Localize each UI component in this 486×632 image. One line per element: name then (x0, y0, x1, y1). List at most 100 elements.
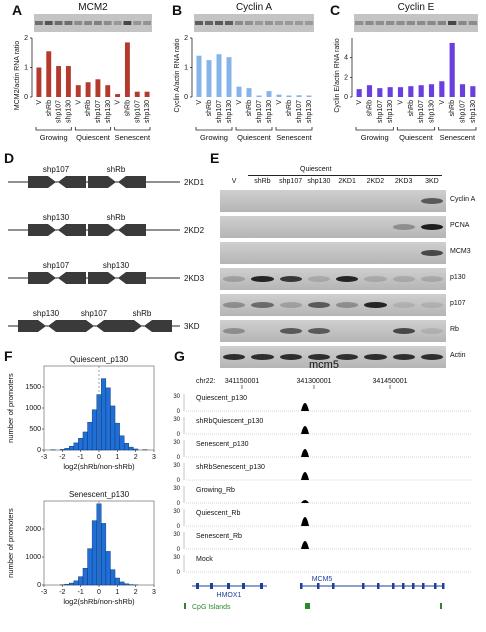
blot-band (421, 302, 443, 308)
exon (242, 583, 245, 589)
blot-band (336, 276, 358, 282)
lane-label: shRb (248, 178, 276, 185)
category-label: shp130 (306, 100, 313, 123)
bar (287, 96, 292, 97)
bar (197, 56, 202, 97)
chart-title: Cyclin A (236, 2, 272, 13)
blot-band (305, 21, 313, 25)
y-tick-label: 1000 (25, 405, 41, 412)
construct-name: 2KD3 (184, 274, 205, 283)
y-tick-label: 0 (37, 582, 41, 589)
track-axis-bottom: 0 (177, 570, 181, 576)
category-label: V (236, 100, 243, 105)
category-label: shp107 (296, 100, 303, 123)
y-tick-label: 1500 (25, 384, 41, 391)
bar (247, 88, 252, 97)
category-label: shp107 (460, 100, 467, 123)
blot-band (469, 21, 477, 25)
histogram-bar (74, 443, 79, 450)
x-tick-label: -1 (78, 589, 84, 596)
chip-peak (301, 472, 309, 480)
x-tick-label: 0 (97, 454, 101, 461)
blot-band (251, 302, 273, 308)
track-axis-top: 30 (173, 509, 180, 515)
category-label: shRb (286, 100, 293, 116)
chart-title: MCM2 (78, 2, 108, 13)
hairpin-arrow-left (118, 176, 146, 188)
group-label: Senescent (440, 133, 476, 142)
lane-label: 2KD1 (333, 178, 361, 185)
bar (237, 87, 242, 97)
category-label: shp130 (470, 100, 477, 123)
blot-band (448, 21, 456, 25)
group-label: Senescent (276, 133, 312, 142)
blot-band (133, 21, 141, 25)
bar (207, 60, 212, 97)
hairpin-arrow-right (114, 320, 142, 332)
group-bracket (356, 127, 393, 130)
histogram-bar (78, 438, 83, 450)
histogram-bar (83, 568, 88, 585)
blot-band (421, 224, 443, 230)
blot-band (393, 276, 415, 282)
group-bracket (115, 127, 150, 130)
blot-band (275, 21, 283, 25)
bar (115, 94, 120, 97)
hairpin-label: shp107 (43, 261, 70, 270)
histogram-bar (110, 570, 115, 585)
blot-band (421, 328, 443, 334)
group-label: Quiescent (399, 133, 434, 142)
bar (36, 68, 41, 98)
blot-band (336, 302, 358, 308)
blot-band (143, 21, 151, 25)
bar (145, 92, 150, 97)
construct-name: 2KD1 (184, 178, 205, 187)
bar (257, 96, 262, 97)
group-label: Growing (200, 133, 228, 142)
y-tick-label: 1000 (25, 554, 41, 561)
x-tick-label: 1 (115, 454, 119, 461)
histogram-bar (65, 584, 70, 585)
x-tick-label: 1 (115, 589, 119, 596)
track-label: Growing_Rb (196, 487, 235, 494)
histogram-bar (101, 523, 106, 585)
bar (419, 85, 424, 97)
bar (398, 87, 403, 97)
category-label: shp107 (134, 100, 141, 123)
blot-band (295, 21, 303, 25)
blot-row-label: MCM3 (450, 248, 471, 255)
blot-row-label: p130 (450, 274, 466, 281)
exon (260, 583, 263, 589)
chip-peak (301, 517, 309, 526)
bar (460, 84, 465, 97)
blot-band (376, 21, 384, 25)
y-axis-label: number of promoters (6, 508, 15, 578)
blot-band (421, 276, 443, 282)
hairpin-arrow-left (144, 320, 172, 332)
bar (357, 89, 362, 97)
group-bracket (276, 127, 312, 130)
blot-band (280, 276, 302, 282)
track-axis-bottom: 0 (177, 478, 181, 484)
x-tick-label: 2 (134, 454, 138, 461)
hairpin-arrow-left (58, 176, 86, 188)
histogram-bar (101, 379, 106, 450)
blot-band (104, 21, 112, 25)
coordinate-label: 341450001 (372, 378, 407, 385)
hairpin-arrow-right (66, 320, 94, 332)
exon (402, 583, 405, 589)
blot-row-label: p107 (450, 300, 466, 307)
track-axis-top: 30 (173, 440, 180, 446)
hairpin-label: shRb (107, 165, 126, 174)
blot-band (421, 250, 443, 256)
blot-band (124, 21, 132, 25)
lane-label: 2KD2 (361, 178, 389, 185)
x-tick-label: -3 (41, 454, 47, 461)
category-label: V (75, 100, 82, 105)
blot-band (407, 21, 415, 25)
y-tick-label: 2 (344, 74, 348, 81)
hairpin-label: shp130 (33, 309, 60, 318)
histogram-bar (88, 422, 93, 450)
